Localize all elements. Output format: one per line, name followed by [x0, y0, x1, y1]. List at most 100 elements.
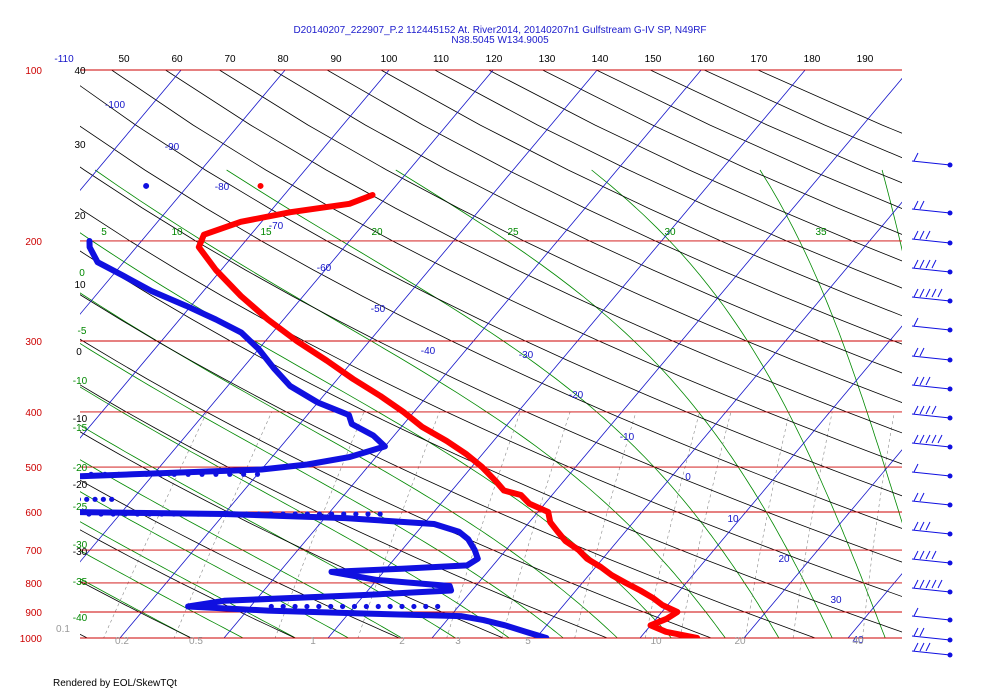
wind-barb-flag [913, 521, 919, 531]
top-temperature-label: 90 [330, 54, 342, 65]
wind-barb-shaft [911, 355, 951, 361]
isotherm-line [847, 573, 902, 638]
wind-barb-flag [931, 259, 937, 269]
mixing-ratio-line [357, 411, 440, 638]
dewpoint-point [341, 511, 347, 517]
mixing-ratio-label: 40 [852, 636, 864, 647]
wind-barb-flag [925, 405, 931, 415]
isotherms [80, 70, 902, 638]
moist-adiabat-line [591, 169, 886, 638]
dewpoint-point [47, 472, 52, 477]
isotherm-line [80, 70, 286, 315]
dewpoint-point [231, 511, 238, 517]
dewpoint-point [199, 471, 205, 477]
top-temperature-label: 130 [539, 54, 556, 65]
left-axis-label: 30 [74, 140, 86, 151]
moist-adiabat-label: 30 [664, 227, 676, 238]
dewpoint-point [387, 603, 393, 610]
dewpoint-point [34, 497, 39, 502]
isotherm-label: -30 [519, 350, 534, 361]
wind-barb-flag [937, 579, 943, 589]
wind-barb-flag [919, 288, 925, 298]
wind-barb-flag [913, 200, 919, 210]
dewpoint-point [110, 511, 116, 517]
top-temperature-label: 50 [118, 54, 130, 65]
isotherm-label: -20 [569, 390, 584, 401]
dewpoint-point [84, 496, 90, 502]
top-temperature-label: -110 [54, 54, 74, 65]
wind-barb-flag [919, 230, 925, 240]
left-axis-label: -10 [73, 414, 88, 425]
left-axis-label: -40 [73, 613, 88, 624]
wind-barb-shaft [911, 325, 951, 331]
wind-barb-flag [931, 550, 937, 560]
dewpoint-point [171, 471, 177, 477]
wind-barb-flag [931, 579, 937, 589]
isotherm-label: -50 [371, 304, 386, 315]
dewpoint-point [363, 603, 369, 610]
temperature-isolated-point [257, 182, 264, 189]
moist-adiabat-label: 5 [101, 227, 107, 238]
mixing-ratio-label: 0.2 [115, 636, 129, 647]
dewpoint-point [146, 511, 153, 517]
isotherm-line [639, 325, 902, 638]
wind-barb-flag [937, 434, 943, 444]
top-temperature-label: 150 [645, 54, 662, 65]
mixing-ratio-lines [103, 411, 895, 638]
mixing-ratio-label: 20 [734, 636, 746, 647]
wind-barb-flag [925, 230, 931, 240]
isotherm-label: -60 [317, 263, 332, 274]
moist-adiabat-label: -5 [78, 326, 87, 337]
dewpoint-point [244, 511, 250, 517]
wind-barb-flag [919, 521, 925, 531]
isotherm-label: -70 [269, 221, 284, 232]
isotherm-line [431, 77, 902, 638]
left-axis-label: -20 [73, 480, 88, 491]
top-temperature-label: 100 [381, 54, 398, 65]
dewpoint-point [304, 603, 310, 610]
wind-barb-flag [925, 288, 931, 298]
isotherm-label: -10 [620, 432, 635, 443]
dewpoint-point [377, 511, 383, 517]
top-temperature-label: 80 [277, 54, 289, 65]
moist-adiabat-line [80, 292, 618, 638]
dewpoint-point [88, 471, 94, 477]
wind-barb-flag [919, 347, 925, 357]
dewpoint-point [157, 471, 164, 477]
dewpoint-point [268, 511, 274, 517]
top-temperature-label: 190 [857, 54, 874, 65]
left-axis-label: -25 [73, 502, 88, 513]
dewpoint-point [280, 511, 286, 517]
isotherm-label: 20 [778, 554, 790, 565]
wind-barb-shaft [911, 615, 951, 621]
left-axis-label: -15 [73, 423, 88, 434]
dewpoint-point [51, 497, 56, 502]
wind-barb-shaft [911, 384, 951, 390]
wind-barb-flag [913, 259, 919, 269]
wind-barb-shaft [911, 650, 951, 656]
dry-adiabat-line [80, 633, 89, 638]
moist-adiabat-label: 35 [815, 227, 827, 238]
dewpoint-point [43, 497, 48, 502]
dewpoint-point [423, 603, 429, 610]
dry-adiabat-line [80, 580, 193, 638]
top-temperature-label: 160 [698, 54, 715, 65]
moist-adiabat-line [80, 550, 244, 638]
isotherm-label: 10 [727, 514, 739, 525]
top-temperature-label: 60 [171, 54, 183, 65]
dry-adiabat-line [80, 294, 817, 638]
dewpoint-point [435, 603, 441, 610]
left-axis-label: -30 [73, 547, 88, 558]
dry-adiabat-line [219, 70, 902, 403]
dewpoint-point [399, 603, 405, 610]
dewpoint-point [19, 472, 24, 477]
left-axis-label: 0 [76, 347, 82, 358]
wind-barb-shaft [911, 500, 951, 506]
dry-adiabat-line [80, 338, 713, 638]
moist-adiabat-label: 20 [371, 227, 383, 238]
wind-barb-flag [913, 642, 919, 652]
wind-barb-flag [913, 376, 919, 386]
dewpoint-point [219, 511, 225, 517]
